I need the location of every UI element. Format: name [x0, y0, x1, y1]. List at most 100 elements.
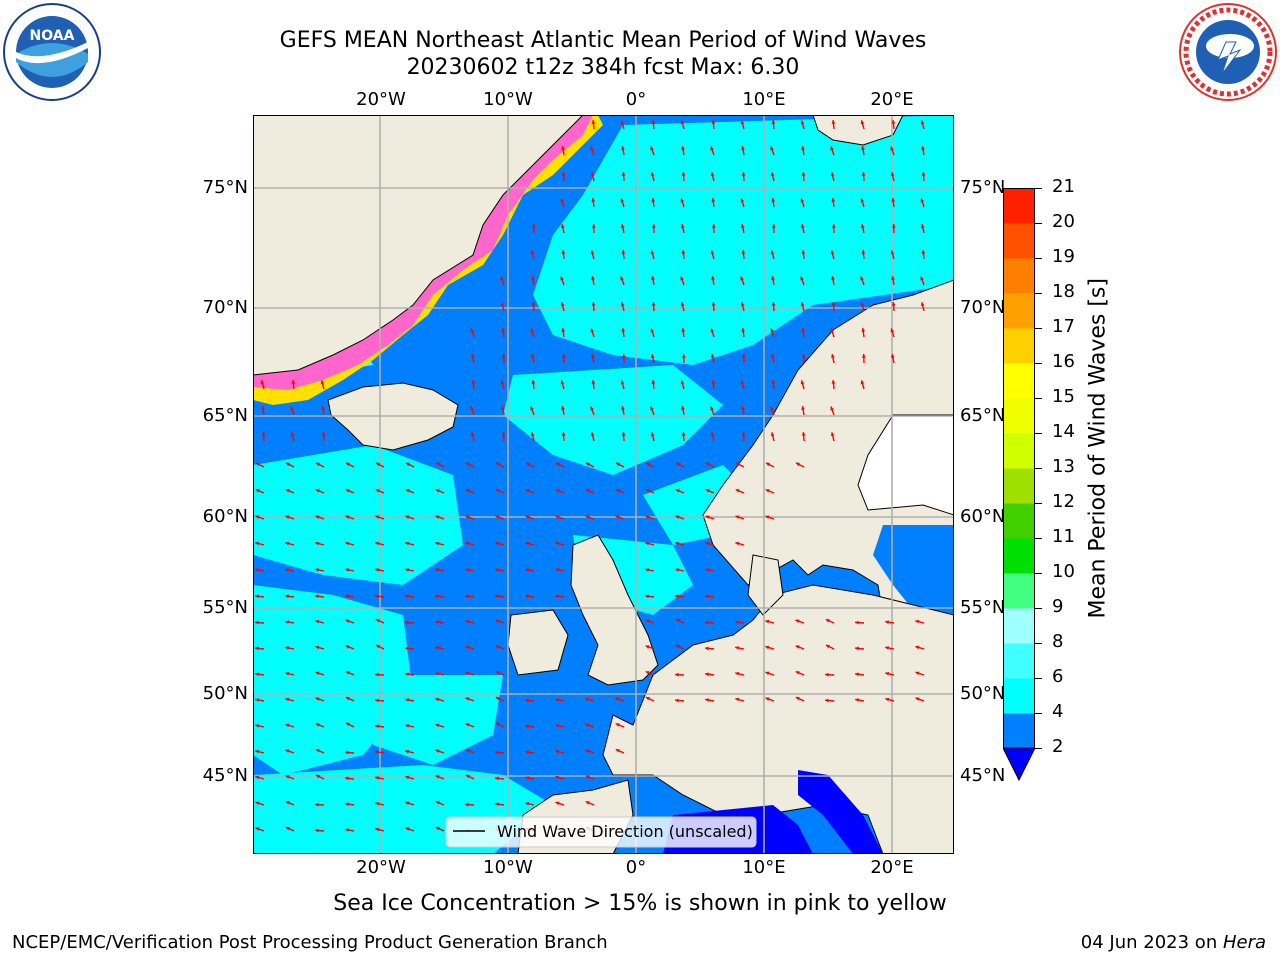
wind-arrow-head: [765, 489, 770, 493]
top-lon-label: 20°W: [356, 89, 406, 110]
colorbar-tick-label: 13: [1052, 456, 1075, 477]
colorbar-segment: [1003, 538, 1035, 574]
wind-arrow-head: [590, 250, 595, 255]
left-lat-label: 50°N: [202, 683, 248, 704]
wind-arrow-head: [285, 594, 289, 599]
wind-arrow-head: [681, 406, 685, 410]
wind-arrow-head: [741, 432, 746, 436]
colorbar-tick: [1035, 397, 1042, 399]
wind-arrow-head: [405, 723, 410, 728]
colorbar-segment: [1003, 363, 1035, 399]
top-lon-label: 10°E: [742, 89, 786, 110]
wind-arrow-head: [530, 406, 534, 411]
right-lat-label: 70°N: [960, 297, 1006, 318]
wind-arrow-head: [585, 462, 590, 467]
wind-arrow-head: [315, 594, 319, 599]
wind-arrow-head: [681, 354, 686, 358]
top-lon-label: 0°: [625, 89, 647, 110]
graticule: [253, 115, 954, 854]
wind-arrow-head: [650, 328, 655, 333]
wind-arrow-head: [621, 328, 626, 332]
wind-arrow-head: [585, 515, 590, 520]
wind-arrow-head: [860, 224, 865, 229]
wind-arrow-head: [555, 568, 559, 572]
wind-arrow-head: [530, 328, 535, 333]
wind-arrow-head: [260, 380, 265, 385]
wind-arrow-head: [501, 328, 506, 332]
wind-arrow-head: [645, 671, 650, 675]
wind-arrow-head: [620, 120, 625, 125]
wind-arrow-head: [920, 198, 925, 203]
wind-arrow-head: [375, 750, 379, 755]
wind-arrow-head: [890, 328, 895, 333]
wind-arrow-head: [860, 198, 865, 203]
wind-arrow-head: [831, 198, 836, 202]
wind-arrow-head: [315, 723, 320, 727]
wind-arrow-head: [681, 432, 686, 436]
colorbar-tick: [1035, 572, 1042, 574]
colorbar-tick-label: 20: [1052, 211, 1075, 232]
wind-arrow-head: [915, 671, 920, 676]
left-lat-label: 60°N: [202, 506, 248, 527]
wind-arrow-head: [285, 541, 290, 546]
wind-arrow-head: [255, 462, 260, 467]
wind-arrow-head: [825, 698, 829, 703]
wind-arrow-head: [801, 406, 805, 410]
colorbar-tick: [1035, 747, 1042, 749]
wind-arrow-head: [885, 697, 890, 702]
wind-arrow-head: [645, 462, 650, 467]
wind-arrow-head: [405, 568, 409, 572]
wind-arrow-head: [591, 198, 596, 202]
wind-arrow-head: [705, 646, 709, 651]
greenland-land: [252, 114, 585, 376]
wind-arrow-head: [830, 406, 834, 411]
wind-arrow-head: [621, 146, 625, 150]
wind-arrow-head: [285, 775, 290, 779]
wind-arrow-head: [405, 749, 410, 754]
wave-period-field: [253, 115, 954, 854]
wind-arrow-head: [740, 224, 745, 229]
wind-arrow-head: [735, 646, 739, 650]
wind-arrow-head: [345, 594, 349, 599]
colorbar-segment: [1003, 398, 1035, 434]
wind-arrow-head: [465, 594, 469, 599]
wind-arrow-head: [890, 172, 895, 177]
wind-arrow-head: [705, 698, 709, 702]
wind-arrow-head: [710, 432, 715, 437]
wind-arrow-head: [555, 489, 560, 493]
wind-arrow-head: [435, 515, 440, 520]
wind-arrow-head: [795, 645, 800, 649]
colorbar-tick-label: 15: [1052, 386, 1075, 407]
wind-arrow-head: [770, 328, 775, 333]
colorbar-tick: [1035, 432, 1042, 434]
wind-arrow-head: [705, 541, 710, 546]
colorbar-frame: [1003, 188, 1035, 749]
right-lat-label: 45°N: [960, 765, 1006, 786]
colorbar-tick: [1035, 187, 1042, 189]
colorbar-tick-label: 10: [1052, 561, 1075, 582]
right-lat-label: 60°N: [960, 506, 1006, 527]
wind-arrow-head: [590, 328, 595, 333]
wind-arrow-head: [315, 802, 319, 807]
wind-arrow-head: [315, 619, 320, 624]
wind-arrow-head: [255, 646, 259, 651]
wind-arrow-head: [920, 276, 924, 281]
wind-arrow-head: [830, 328, 835, 333]
bottom-lon-label: 0°: [625, 857, 647, 878]
wind-arrow-head: [525, 462, 530, 467]
wind-arrow-head: [825, 644, 830, 649]
wind-arrow-head: [735, 697, 740, 702]
wind-arrow-head: [405, 801, 410, 806]
wind-arrow-head: [621, 250, 626, 254]
wind-arrow-head: [531, 380, 536, 384]
wind-arrow-head: [830, 146, 834, 151]
wind-arrow-head: [591, 120, 596, 124]
wind-arrow-head: [555, 801, 560, 806]
wind-arrow-head: [855, 620, 859, 625]
wind-arrow-head: [285, 723, 290, 728]
wind-arrow-head: [740, 198, 745, 203]
wind-arrow-head: [735, 541, 740, 546]
sea-ice-caption: Sea Ice Concentration > 15% is shown in …: [333, 891, 947, 916]
wind-arrow-head: [315, 774, 320, 779]
wind-arrow-head: [891, 120, 896, 124]
